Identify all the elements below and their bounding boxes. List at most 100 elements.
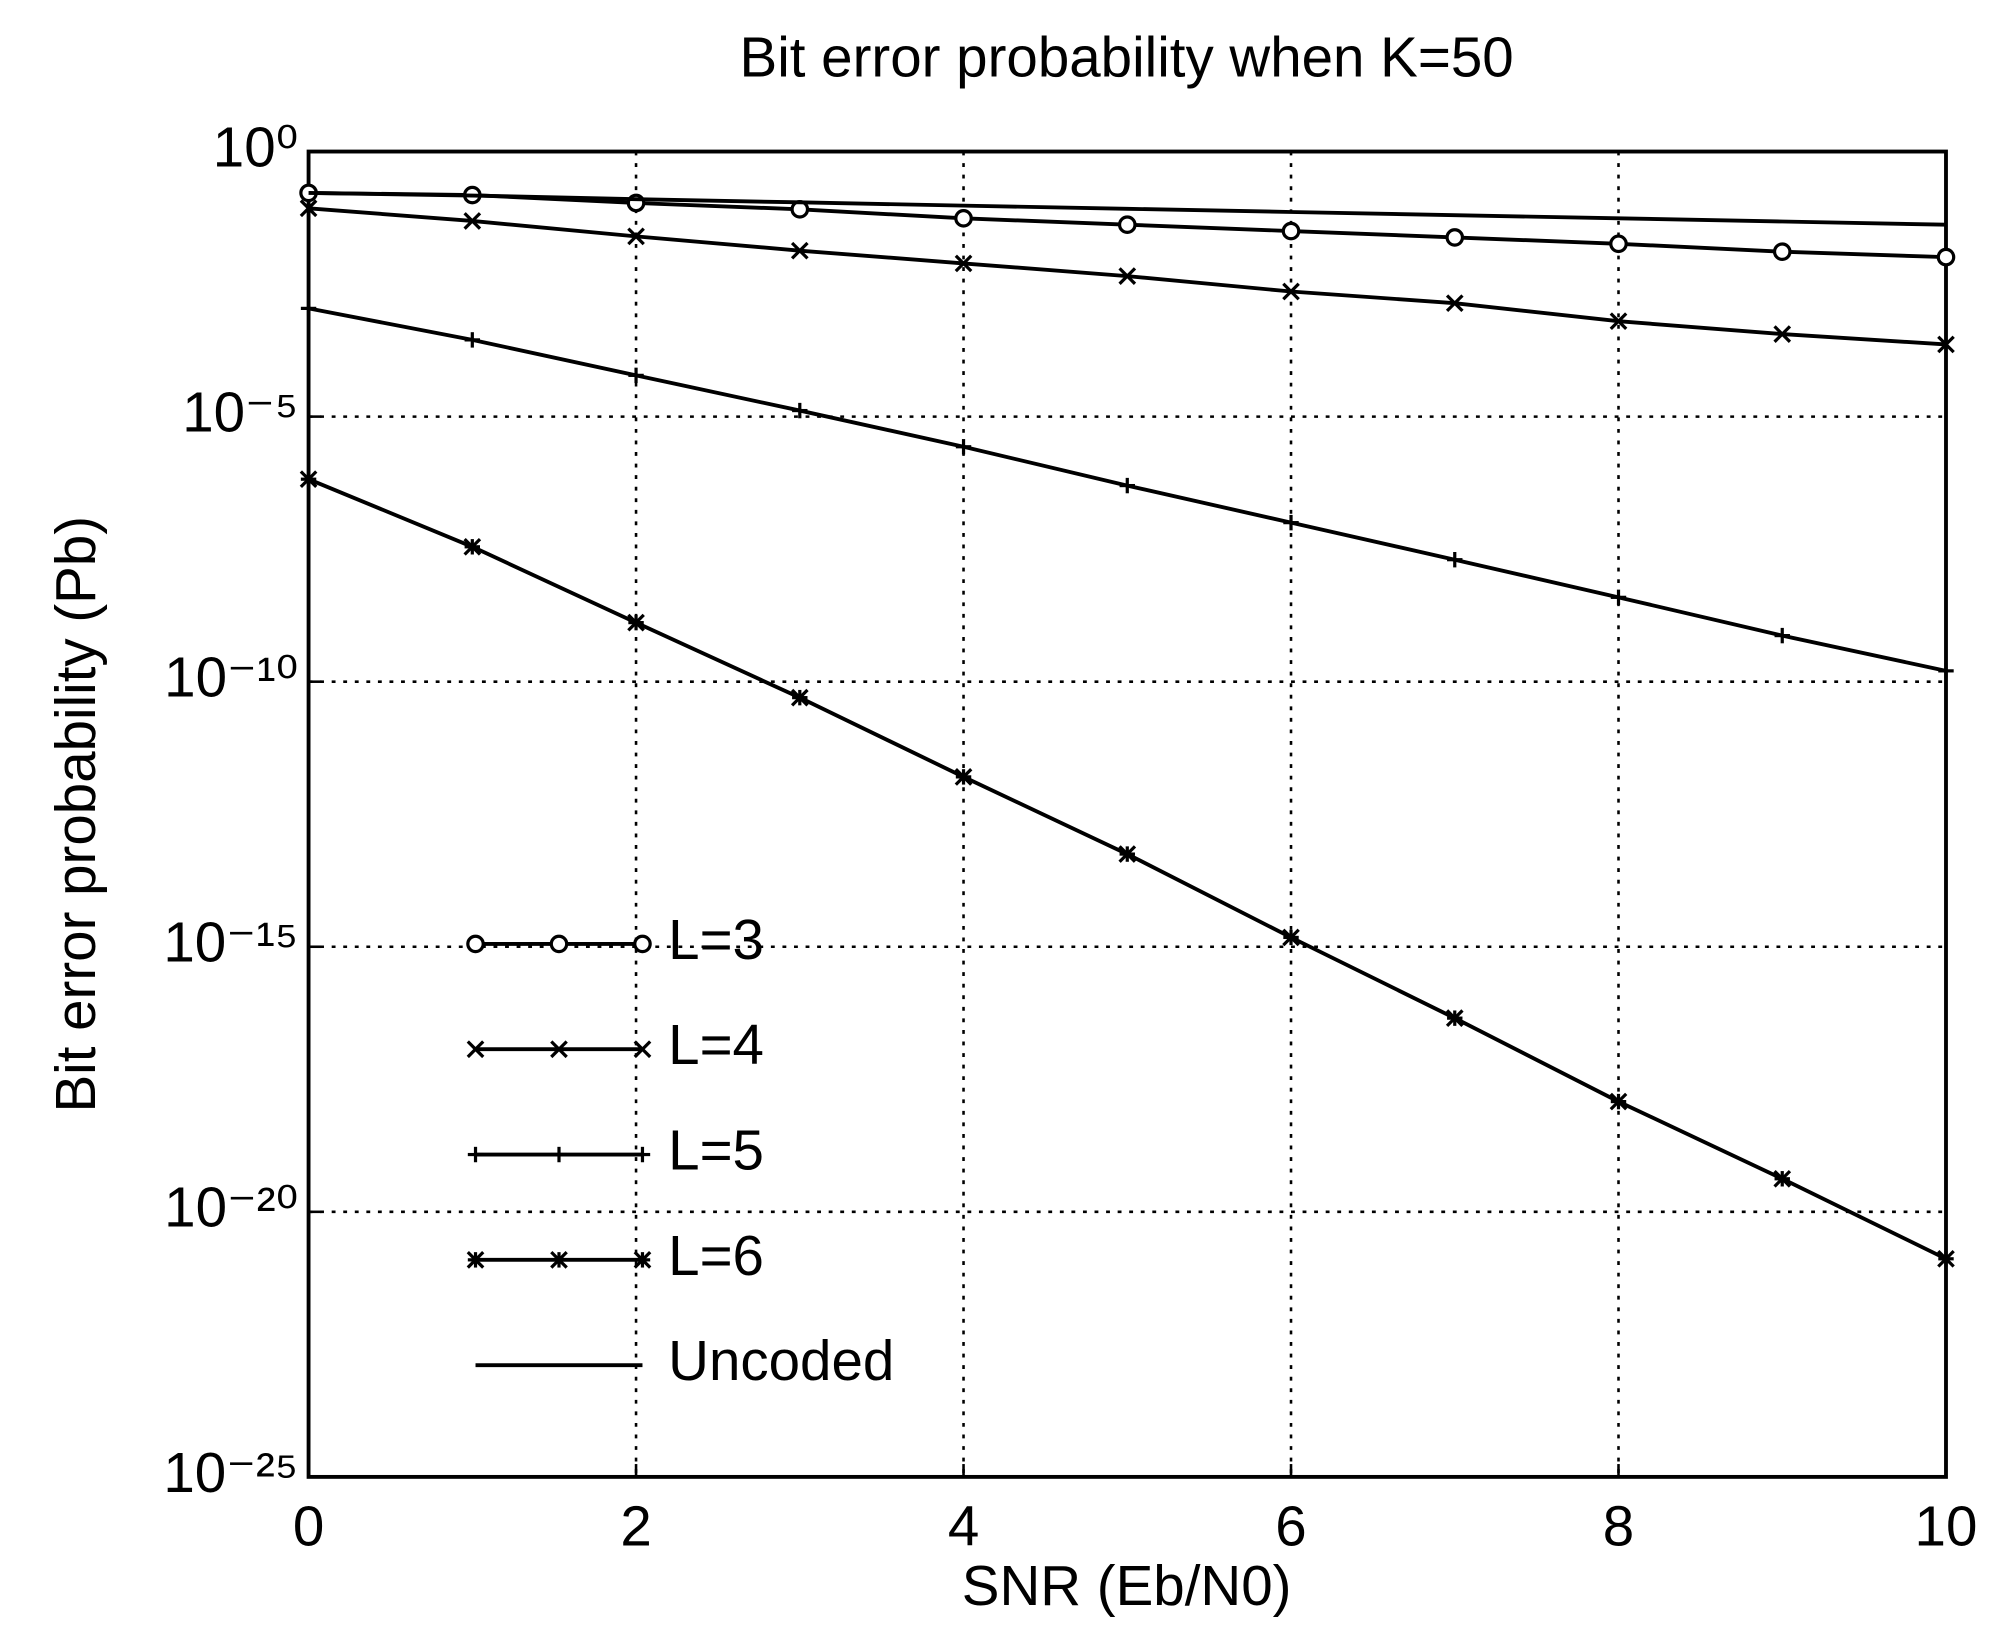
marker — [466, 934, 485, 954]
marker — [300, 300, 317, 317]
marker — [1445, 294, 1464, 313]
marker-circle — [1117, 215, 1137, 235]
marker — [954, 254, 973, 273]
marker — [1937, 1249, 1955, 1268]
marker — [1281, 221, 1301, 241]
marker — [633, 1040, 652, 1059]
marker-circle — [1936, 247, 1956, 267]
marker — [1609, 234, 1628, 254]
marker-stroke — [954, 254, 973, 273]
marker-circle — [633, 934, 652, 954]
x-tick-label: 6 — [1275, 1495, 1306, 1558]
y-tick-label: 10⁻²⁵ — [163, 1441, 298, 1504]
marker — [551, 1146, 567, 1163]
y-tick-label: 10⁻⁵ — [182, 381, 298, 444]
plot-frame — [306, 149, 1948, 1479]
marker-stroke — [299, 199, 318, 218]
marker-circle — [1609, 234, 1628, 254]
marker — [1282, 282, 1300, 301]
marker — [627, 227, 645, 246]
marker — [954, 768, 973, 786]
marker-stroke — [463, 212, 482, 230]
marker-stroke — [1118, 267, 1137, 285]
marker — [1283, 514, 1299, 531]
y-axis-label: Bit error probability (Pb) — [44, 516, 107, 1113]
x-tick-label: 8 — [1603, 1495, 1634, 1558]
marker — [627, 613, 645, 632]
marker — [549, 934, 569, 954]
x-axis-label: SNR (Eb/N0) — [962, 1554, 1292, 1617]
marker-circle — [954, 209, 973, 228]
marker — [792, 402, 808, 419]
marker — [463, 537, 482, 556]
marker — [1119, 477, 1135, 494]
marker-stroke — [1609, 312, 1628, 331]
marker — [299, 470, 318, 489]
marker — [1772, 242, 1792, 262]
marker-stroke — [1282, 282, 1300, 301]
marker — [1937, 335, 1955, 354]
y-tick-label: 10⁻²⁰ — [164, 1176, 298, 1239]
marker — [954, 209, 973, 228]
marker — [955, 439, 972, 455]
marker-circle — [1281, 221, 1301, 241]
y-tick-label: 10⁻¹⁰ — [164, 646, 298, 709]
marker — [1774, 627, 1790, 644]
marker — [634, 1146, 651, 1163]
x-tick-label: 10 — [1915, 1495, 1978, 1558]
x-tick-label: 2 — [620, 1495, 651, 1558]
marker — [1447, 551, 1463, 568]
legend-label: L=5 — [668, 1118, 764, 1181]
series-line — [308, 190, 1947, 227]
y-tick-label: 10⁰ — [213, 115, 299, 178]
marker-circle — [1772, 242, 1792, 262]
marker — [1118, 267, 1137, 285]
marker-circle — [466, 934, 485, 954]
marker — [466, 1251, 485, 1269]
legend-label: L=6 — [668, 1224, 764, 1287]
marker — [1117, 215, 1137, 235]
marker-stroke — [550, 1040, 568, 1059]
marker-stroke — [627, 227, 645, 246]
marker — [299, 199, 318, 218]
marker-stroke — [1937, 335, 1955, 354]
marker — [1773, 1169, 1792, 1188]
marker — [550, 1040, 568, 1059]
chart-title: Bit error probability when K=50 — [740, 26, 1514, 89]
marker-stroke — [633, 1040, 652, 1059]
legend-label: L=3 — [668, 908, 764, 971]
marker — [1936, 247, 1956, 267]
marker — [633, 1251, 652, 1269]
marker — [1609, 1092, 1628, 1111]
marker — [466, 1040, 485, 1059]
marker — [1609, 312, 1628, 331]
marker — [790, 241, 809, 260]
marker — [633, 934, 652, 954]
marker — [628, 367, 644, 384]
marker — [550, 1251, 568, 1269]
marker — [1445, 1009, 1464, 1027]
marker — [1773, 325, 1792, 343]
marker — [1610, 589, 1627, 606]
x-tick-label: 0 — [293, 1495, 324, 1558]
marker — [1445, 228, 1465, 247]
marker — [464, 332, 481, 348]
marker — [1118, 845, 1137, 863]
marker-circle — [1445, 228, 1465, 247]
marker — [790, 688, 809, 707]
marker-stroke — [466, 1040, 485, 1059]
series-line — [307, 477, 1947, 1261]
legend-label: Uncoded — [668, 1329, 894, 1392]
marker-stroke — [1773, 325, 1792, 343]
marker — [467, 1146, 484, 1163]
marker-stroke — [1445, 294, 1464, 313]
marker-circle — [549, 934, 569, 954]
legend-label: L=4 — [668, 1013, 764, 1076]
x-tick-label: 4 — [948, 1495, 979, 1558]
marker — [1282, 928, 1300, 947]
marker — [463, 212, 482, 230]
y-tick-label: 10⁻¹⁵ — [163, 911, 298, 974]
marker-stroke — [790, 241, 809, 260]
marker — [1938, 663, 1954, 679]
